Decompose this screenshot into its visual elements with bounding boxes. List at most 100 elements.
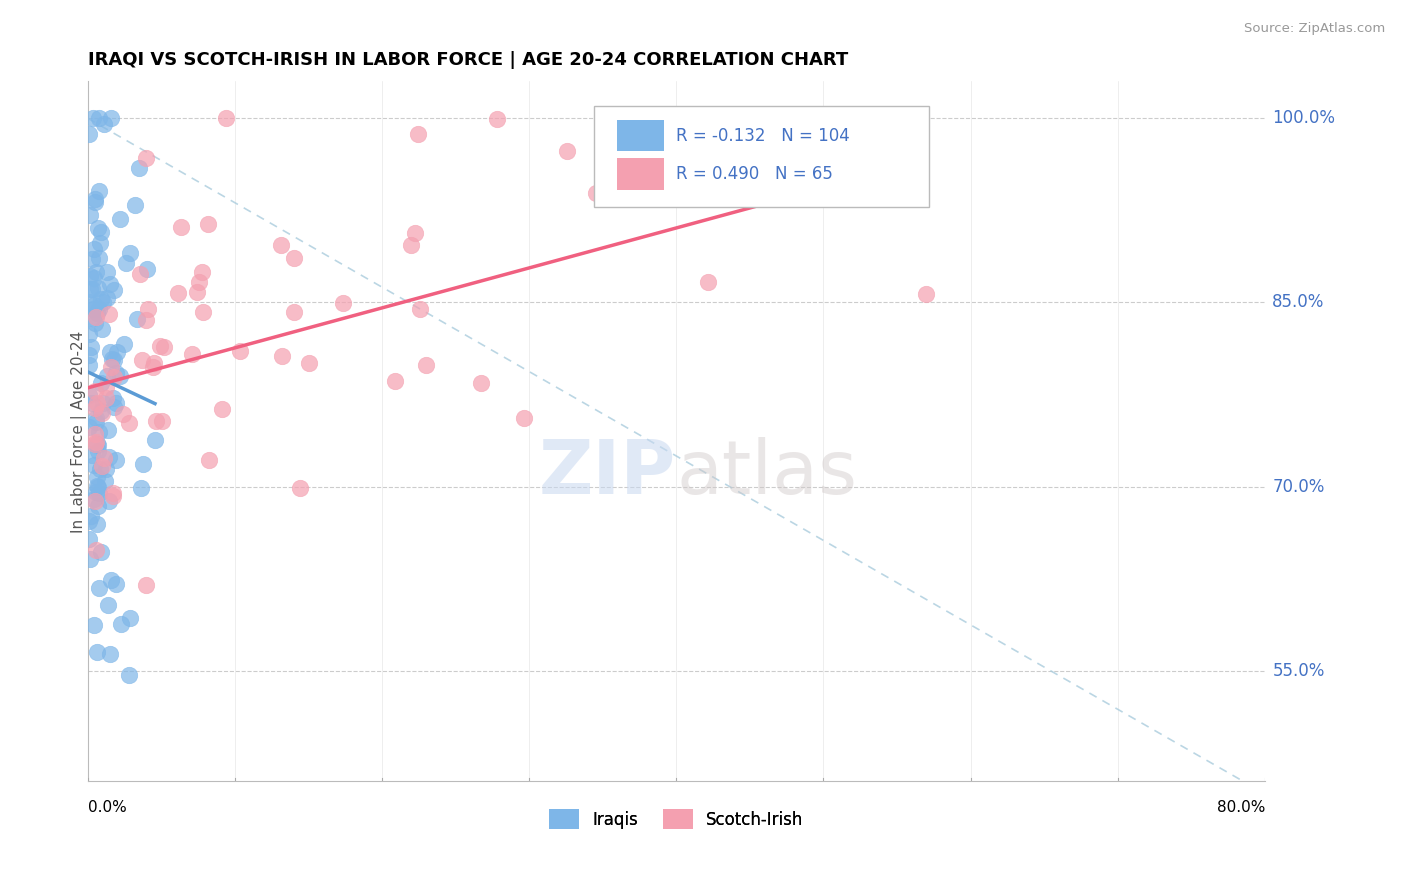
Point	[84, 411, 107, 425]
Point	[283, 305, 305, 319]
Point	[211, 401, 233, 416]
Point	[104, 366, 127, 380]
Point	[513, 411, 536, 425]
Text: 80.0%: 80.0%	[1216, 800, 1265, 815]
FancyBboxPatch shape	[617, 120, 665, 152]
Point	[94, 474, 117, 488]
Point	[86, 395, 108, 409]
Point	[153, 340, 176, 354]
Point	[84, 265, 107, 279]
Point	[83, 298, 105, 312]
Point	[103, 401, 125, 415]
Point	[585, 186, 607, 200]
Point	[90, 292, 112, 306]
Point	[110, 616, 132, 631]
Point	[98, 647, 121, 661]
Point	[98, 345, 121, 359]
Point	[332, 296, 354, 310]
Point	[103, 370, 125, 384]
Point	[103, 391, 125, 405]
Point	[115, 255, 138, 269]
Point	[77, 388, 100, 402]
Legend: Iraqis, Scotch-Irish: Iraqis, Scotch-Irish	[543, 803, 810, 836]
Point	[79, 282, 101, 296]
Point	[84, 384, 107, 398]
Point	[108, 368, 131, 383]
Point	[96, 461, 118, 475]
Point	[384, 374, 406, 388]
Text: IRAQI VS SCOTCH-IRISH IN LABOR FORCE | AGE 20-24 CORRELATION CHART: IRAQI VS SCOTCH-IRISH IN LABOR FORCE | A…	[87, 51, 848, 69]
Point	[100, 112, 122, 126]
Point	[83, 458, 105, 473]
Point	[97, 423, 120, 437]
Point	[228, 344, 250, 359]
Point	[84, 484, 107, 499]
Point	[87, 444, 110, 458]
Point	[90, 322, 112, 336]
Point	[409, 301, 432, 316]
Point	[86, 469, 108, 483]
Point	[77, 127, 100, 141]
Point	[87, 481, 110, 495]
Point	[86, 517, 108, 532]
Point	[94, 380, 117, 394]
Point	[84, 416, 107, 430]
Point	[97, 494, 120, 508]
Point	[80, 282, 103, 296]
Point	[104, 396, 127, 410]
Point	[84, 434, 107, 449]
Point	[118, 246, 141, 260]
Point	[103, 352, 125, 367]
Text: Source: ZipAtlas.com: Source: ZipAtlas.com	[1244, 22, 1385, 36]
Point	[170, 219, 193, 234]
Point	[129, 481, 152, 495]
Point	[87, 301, 110, 316]
Point	[86, 306, 108, 320]
Point	[131, 457, 153, 471]
Point	[83, 270, 105, 285]
Point	[87, 220, 110, 235]
Point	[142, 356, 165, 370]
Point	[79, 268, 101, 283]
Point	[105, 577, 128, 591]
Point	[86, 645, 108, 659]
Point	[83, 618, 105, 632]
Point	[80, 508, 103, 523]
Text: 85.0%: 85.0%	[1272, 293, 1324, 311]
Point	[470, 376, 492, 390]
Point	[90, 406, 112, 420]
Point	[80, 448, 103, 462]
Point	[136, 301, 159, 316]
Point	[152, 414, 174, 428]
Point	[135, 313, 157, 327]
Point	[96, 391, 118, 405]
Point	[215, 112, 238, 126]
Point	[87, 425, 110, 439]
Point	[105, 452, 128, 467]
Point	[84, 316, 107, 330]
Point	[125, 312, 148, 326]
Point	[90, 458, 112, 473]
Point	[84, 194, 107, 209]
Point	[80, 340, 103, 354]
Point	[190, 265, 212, 279]
Point	[93, 396, 115, 410]
Point	[108, 212, 131, 227]
Point	[112, 407, 135, 421]
FancyBboxPatch shape	[617, 159, 665, 190]
Point	[84, 493, 107, 508]
Point	[118, 611, 141, 625]
Point	[135, 578, 157, 592]
Point	[90, 404, 112, 418]
Point	[166, 285, 188, 300]
Point	[89, 112, 111, 126]
Point	[103, 490, 125, 504]
Point	[131, 353, 153, 368]
Point	[187, 275, 209, 289]
Point	[399, 237, 422, 252]
Point	[128, 161, 150, 176]
Point	[90, 544, 112, 558]
Point	[100, 359, 122, 374]
Point	[97, 598, 120, 612]
Point	[87, 499, 110, 513]
